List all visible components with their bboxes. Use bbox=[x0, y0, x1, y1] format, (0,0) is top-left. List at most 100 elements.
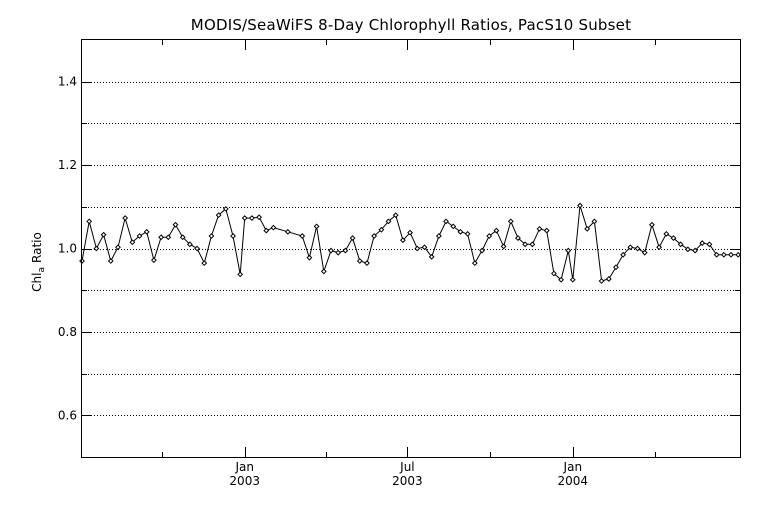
data-point bbox=[335, 249, 342, 256]
x-tick-label-year: 2003 bbox=[229, 474, 260, 488]
data-point bbox=[507, 218, 514, 225]
data-point bbox=[486, 233, 493, 239]
y-axis-label-main: Chl bbox=[30, 273, 44, 292]
data-point bbox=[237, 271, 244, 278]
data-point bbox=[342, 247, 349, 254]
data-point bbox=[515, 235, 521, 241]
data-point bbox=[270, 224, 277, 231]
x-tick-label-year: 2003 bbox=[392, 474, 423, 488]
data-point bbox=[186, 241, 193, 248]
data-point bbox=[230, 233, 236, 239]
data-point bbox=[421, 244, 428, 251]
data-point bbox=[400, 237, 406, 244]
data-point bbox=[122, 215, 129, 221]
data-point bbox=[493, 227, 500, 234]
data-point bbox=[194, 245, 200, 252]
data-point bbox=[263, 227, 270, 234]
data-point bbox=[656, 244, 663, 251]
data-point bbox=[735, 251, 742, 258]
data-point bbox=[107, 258, 114, 264]
data-point bbox=[136, 233, 143, 239]
data-point bbox=[313, 223, 320, 230]
data-point bbox=[349, 235, 356, 241]
data-point bbox=[728, 251, 734, 258]
data-point bbox=[165, 234, 172, 241]
data-point bbox=[620, 251, 627, 258]
data-point bbox=[241, 215, 248, 221]
data-point bbox=[256, 214, 262, 221]
data-point bbox=[201, 260, 208, 267]
data-point bbox=[143, 228, 150, 235]
y-tick-label: 0.6 bbox=[58, 408, 77, 422]
data-point bbox=[522, 241, 529, 248]
data-point bbox=[558, 276, 565, 283]
data-point bbox=[543, 227, 550, 234]
data-point bbox=[692, 247, 698, 254]
data-point bbox=[471, 260, 478, 267]
x-tick-label-year: 2004 bbox=[558, 474, 589, 488]
y-tick-label: 1.0 bbox=[58, 242, 77, 256]
data-point bbox=[378, 226, 385, 233]
data-point bbox=[179, 234, 186, 241]
data-point bbox=[684, 246, 691, 253]
data-point bbox=[605, 276, 612, 282]
data-point bbox=[392, 212, 399, 219]
y-tick-label: 1.2 bbox=[58, 158, 77, 172]
x-tick-label-month: Jan bbox=[563, 460, 583, 474]
data-point bbox=[414, 245, 421, 252]
data-point bbox=[151, 257, 157, 264]
data-point bbox=[699, 240, 706, 246]
y-axis-label-rest: Ratio bbox=[30, 232, 44, 263]
data-point bbox=[215, 212, 222, 219]
x-tick-label-month: Jul bbox=[399, 460, 414, 474]
data-point bbox=[464, 230, 471, 237]
data-point bbox=[320, 268, 327, 275]
data-point bbox=[569, 276, 576, 283]
data-point bbox=[443, 218, 449, 225]
data-point bbox=[407, 229, 414, 236]
data-point bbox=[713, 251, 720, 258]
data-point bbox=[450, 223, 457, 230]
data-point bbox=[598, 278, 605, 284]
data-point bbox=[306, 254, 313, 261]
data-point bbox=[663, 230, 670, 237]
data-point bbox=[634, 245, 641, 252]
data-point bbox=[457, 228, 464, 235]
data-point bbox=[356, 258, 363, 264]
data-point bbox=[591, 218, 598, 225]
series-line bbox=[81, 205, 739, 282]
data-point bbox=[500, 243, 507, 250]
data-point bbox=[299, 233, 306, 239]
data-point bbox=[328, 247, 334, 254]
data-point bbox=[100, 231, 107, 238]
data-point bbox=[284, 228, 291, 235]
data-point bbox=[565, 247, 572, 254]
data-point bbox=[720, 251, 727, 258]
data-point bbox=[248, 215, 255, 221]
data-point bbox=[551, 270, 557, 277]
data-point bbox=[435, 233, 442, 239]
data-point bbox=[613, 264, 619, 271]
axis-ticks bbox=[82, 40, 740, 457]
series-line-group bbox=[79, 202, 742, 284]
data-point bbox=[371, 233, 378, 239]
y-tick-label: 0.8 bbox=[58, 325, 77, 339]
data-point bbox=[93, 245, 100, 252]
data-point bbox=[648, 221, 655, 228]
data-point bbox=[428, 253, 435, 260]
data-point bbox=[208, 233, 215, 239]
data-point bbox=[627, 244, 634, 251]
data-point bbox=[115, 244, 121, 251]
y-tick-labels: 0.6 0.8 1.0 1.2 1.4 bbox=[58, 75, 77, 423]
chart-title: MODIS/SeaWiFS 8-Day Chlorophyll Ratios, … bbox=[191, 16, 631, 34]
data-point bbox=[158, 234, 165, 241]
y-tick-label: 1.4 bbox=[58, 75, 77, 89]
data-point bbox=[641, 249, 648, 256]
data-point bbox=[529, 241, 536, 248]
data-point bbox=[222, 205, 229, 212]
data-point bbox=[385, 218, 392, 225]
data-point bbox=[86, 218, 93, 225]
data-point bbox=[364, 260, 370, 267]
